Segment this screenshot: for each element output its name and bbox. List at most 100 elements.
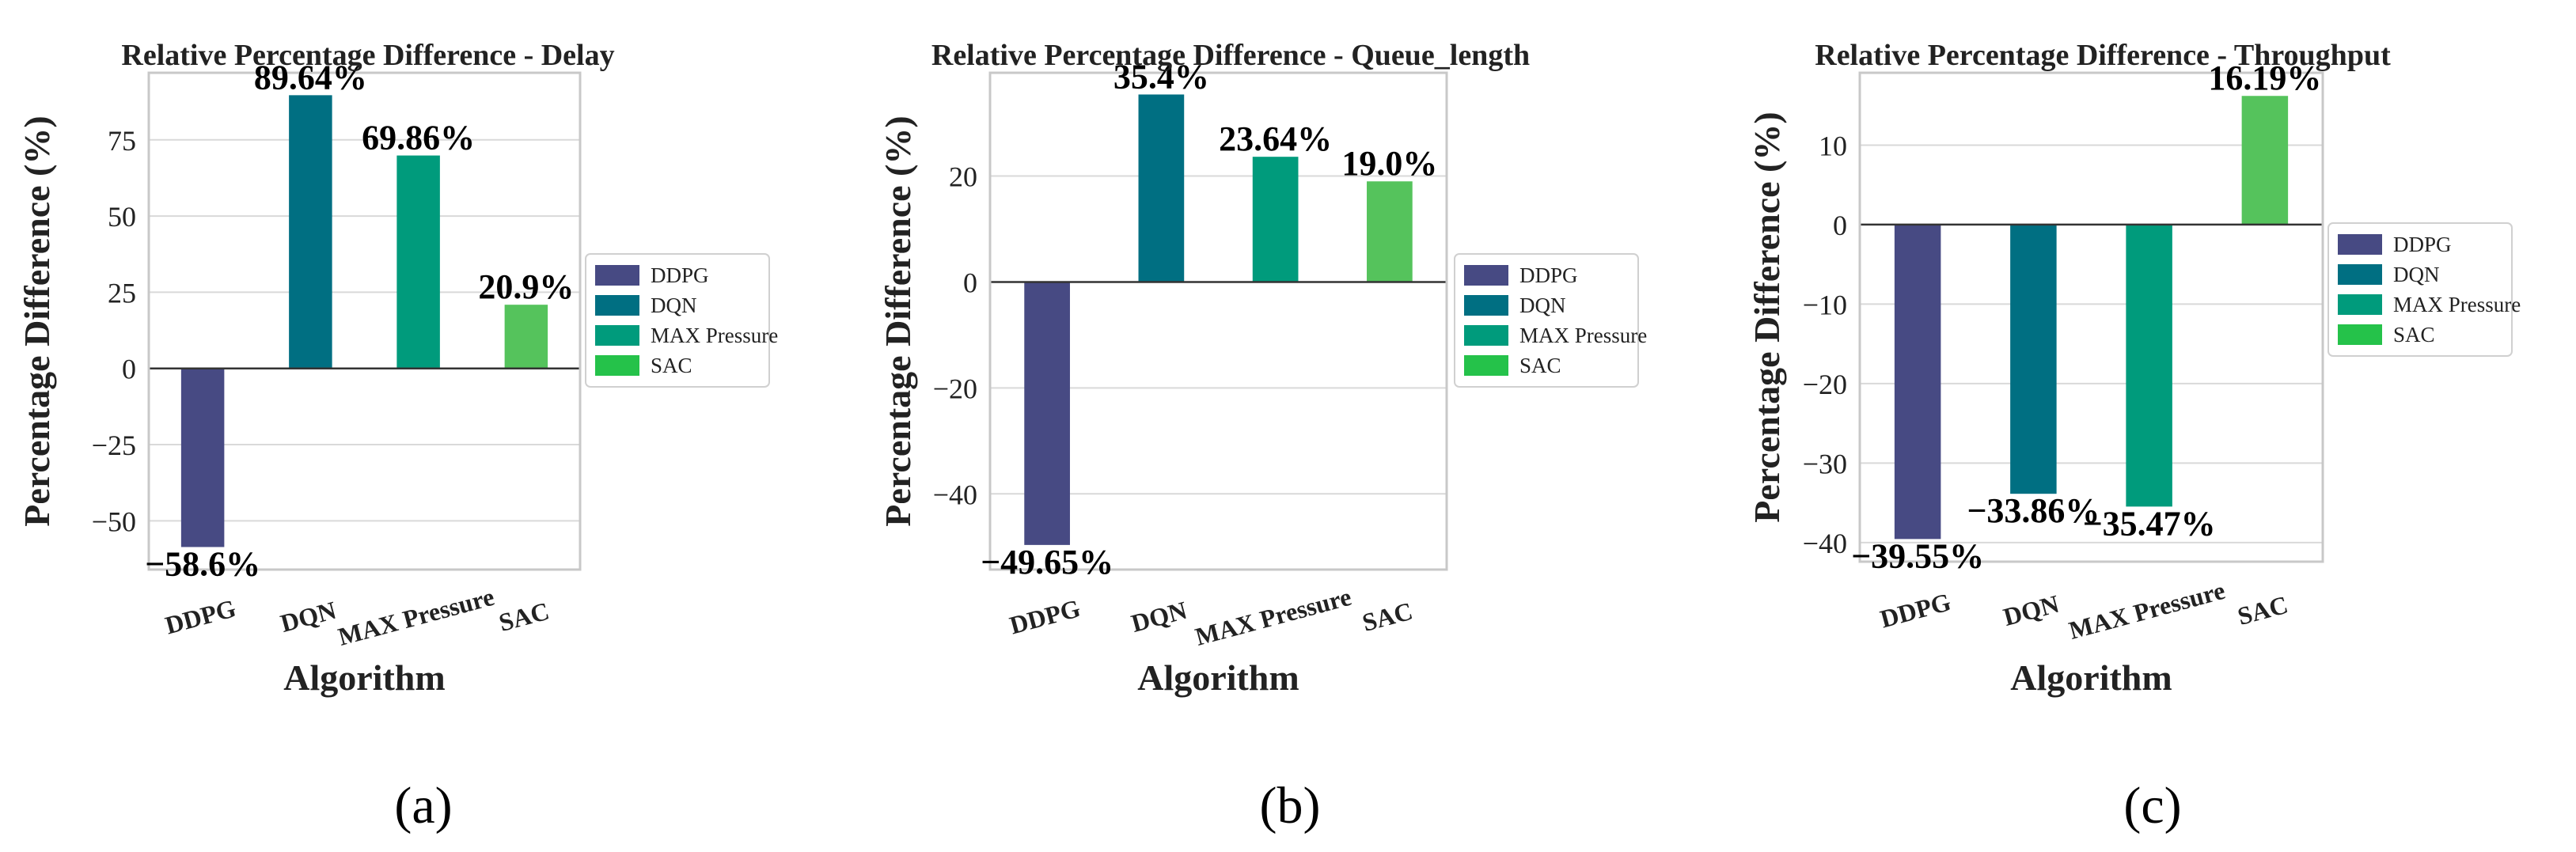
x-tick-label: MAX Pressure [1192, 582, 1354, 651]
x-tick-label: DDPG [1007, 593, 1083, 639]
x-tick-label: MAX Pressure [335, 582, 497, 651]
legend-frame [2328, 222, 2513, 357]
bar-ddpg [1024, 282, 1070, 545]
data-label: 35.4% [1113, 57, 1209, 96]
bar-sac [1367, 181, 1413, 282]
y-tick-label: −30 [1803, 448, 1847, 479]
y-axis-label: Percentage Difference (%) [17, 115, 57, 526]
x-axis-label: Algorithm [2010, 657, 2172, 698]
legend-entry: SAC [1519, 354, 1561, 377]
y-tick-label: −10 [1803, 289, 1847, 320]
y-tick-label: −25 [92, 430, 136, 461]
legend-swatch [595, 295, 639, 316]
legend: DDPG DQN MAX Pressure SAC [2328, 222, 2521, 357]
y-tick-label: −50 [92, 506, 136, 537]
data-label: 89.64% [254, 58, 367, 97]
data-label: −58.6% [145, 544, 260, 583]
y-tick-label: 25 [108, 277, 136, 309]
legend-entry: DQN [651, 293, 697, 317]
legend-swatch [2338, 324, 2382, 345]
bar-ddpg [1894, 224, 1941, 540]
legend-swatch [2338, 264, 2382, 285]
chart-title: Relative Percentage Difference - Queue_l… [931, 39, 1530, 72]
x-tick-label: DQN [278, 596, 340, 638]
data-label: 19.0% [1341, 144, 1437, 183]
legend-swatch [1464, 355, 1508, 376]
legend-frame [585, 253, 770, 388]
legend-entry: SAC [2393, 323, 2435, 346]
chart-title: Relative Percentage Difference - Through… [1815, 39, 2391, 72]
y-tick-label: −40 [933, 479, 977, 510]
panel-label: (a) [394, 777, 452, 835]
data-label: 20.9% [478, 267, 574, 306]
data-label: 16.19% [2208, 59, 2321, 97]
legend-frame [1454, 253, 1639, 388]
y-tick-label: 50 [108, 201, 136, 233]
legend-entry: DQN [1519, 293, 1566, 317]
bar-dqn [289, 95, 332, 369]
y-axis-label: Percentage Difference (%) [878, 115, 918, 526]
axes-frame [988, 71, 1448, 571]
x-tick-label: DDPG [1877, 587, 1954, 633]
x-tick-label: DQN [1129, 596, 1190, 638]
bar-sac [504, 305, 548, 369]
legend-swatch [1464, 265, 1508, 286]
legend: DDPG DQN MAX Pressure SAC [585, 253, 778, 388]
y-tick-label: 0 [122, 354, 136, 385]
bar-dqn [2010, 224, 2057, 494]
bar-max-pressure [1252, 157, 1299, 282]
x-tick-label: SAC [2234, 590, 2290, 630]
data-label: −33.86% [1967, 491, 2100, 530]
x-tick-label: MAX Pressure [2066, 576, 2228, 645]
legend-entry: MAX Pressure [2393, 293, 2521, 316]
axes-frame [147, 71, 582, 571]
legend-entry: MAX Pressure [651, 324, 778, 347]
legend-swatch [595, 265, 639, 286]
legend-entry: DQN [2393, 263, 2440, 286]
y-tick-label: 0 [963, 267, 977, 298]
y-tick-label: 0 [1833, 210, 1847, 241]
legend-entry: DDPG [651, 263, 709, 287]
y-tick-label: 75 [108, 125, 136, 157]
bar-sac [2241, 96, 2289, 225]
panel-label: (b) [1260, 777, 1321, 835]
y-tick-label: 20 [949, 161, 977, 193]
legend-entry: DDPG [2393, 233, 2452, 256]
legend-swatch [1464, 295, 1508, 316]
axes-frame [1858, 71, 2324, 563]
x-tick-label: DDPG [162, 593, 239, 639]
data-label: 69.86% [362, 119, 475, 157]
x-tick-label: SAC [1359, 596, 1415, 637]
data-label: −35.47% [2083, 504, 2216, 543]
data-label: 23.64% [1219, 119, 1332, 158]
data-label: −39.55% [1851, 536, 1984, 575]
chart-title: Relative Percentage Difference - Delay [121, 39, 614, 72]
x-axis-label: Algorithm [1137, 657, 1299, 698]
legend-swatch [595, 325, 639, 346]
legend-entry: MAX Pressure [1519, 324, 1647, 347]
legend-swatch [1464, 325, 1508, 346]
chart-panel-1: −50 −25 0 25 50 75 −58.6% 89.64% 69.86% 20.9% DDPG… [17, 39, 778, 835]
legend-swatch [595, 355, 639, 376]
legend-swatch [2338, 294, 2382, 315]
x-tick-label: DQN [2001, 589, 2062, 631]
y-tick-label: 10 [1819, 130, 1847, 161]
legend-swatch [2338, 234, 2382, 255]
x-tick-label: SAC [495, 596, 552, 637]
y-tick-label: −20 [933, 373, 977, 404]
bar-max-pressure [2126, 224, 2172, 507]
bar-dqn [1138, 94, 1185, 282]
panel-label: (c) [2123, 777, 2181, 835]
x-axis-label: Algorithm [283, 657, 445, 698]
bar-max-pressure [396, 155, 440, 369]
bar-ddpg [180, 368, 225, 547]
y-axis-label: Percentage Difference (%) [1747, 112, 1787, 522]
chart-panel-3: −40 −30 −20 −10 0 10 −39.55% −33.86%−35.47% 16.1… [1747, 39, 2521, 835]
legend-entry: SAC [651, 354, 692, 377]
legend: DDPG DQN MAX Pressure SAC [1454, 253, 1647, 388]
legend-entry: DDPG [1519, 263, 1578, 287]
y-tick-label: −40 [1803, 528, 1847, 559]
data-label: −49.65% [981, 543, 1113, 581]
